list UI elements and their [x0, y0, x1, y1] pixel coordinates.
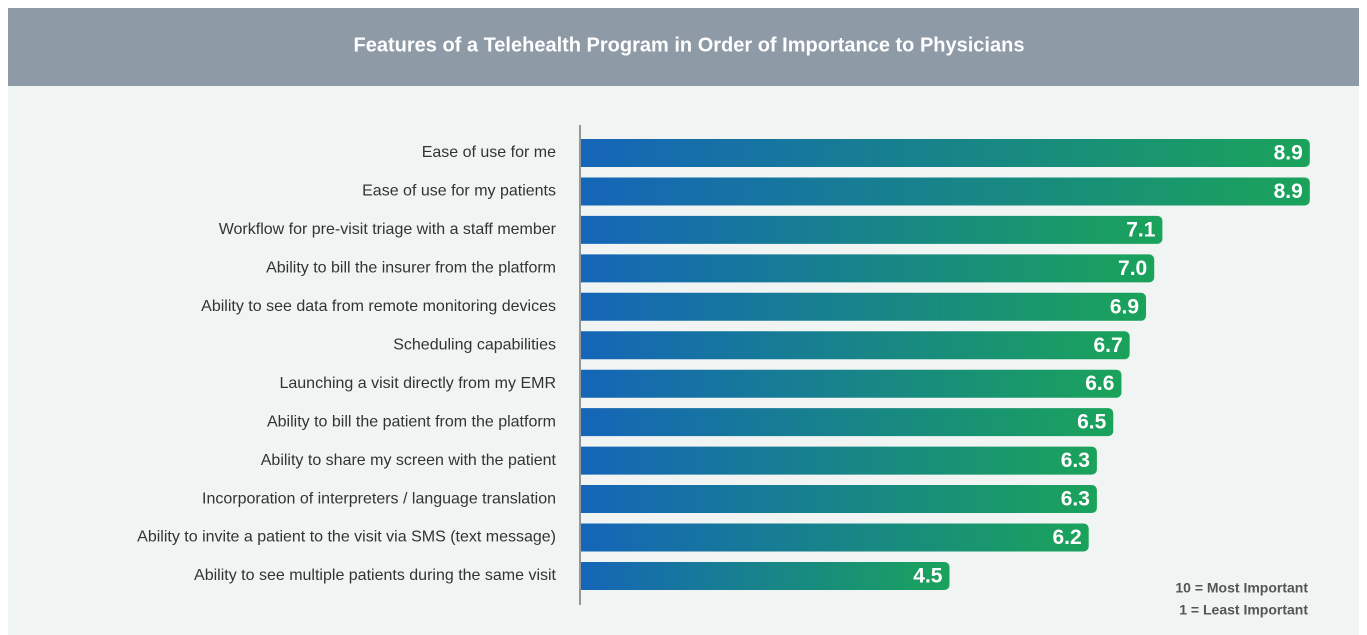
category-label: Ability to invite a patient to the visit… — [137, 529, 556, 546]
category-label: Ability to bill the patient from the pla… — [267, 413, 556, 430]
category-label: Scheduling capabilities — [393, 336, 556, 353]
category-label: Incorporation of interpreters / language… — [202, 490, 556, 507]
value-label: 8.9 — [1274, 142, 1303, 165]
category-label: Ability to share my screen with the pati… — [261, 452, 557, 469]
header — [8, 8, 1359, 86]
category-label: Ability to bill the insurer from the pla… — [266, 260, 556, 277]
note: 1 = Least Important — [1179, 602, 1308, 618]
value-label: 6.6 — [1085, 372, 1114, 395]
value-label: 6.7 — [1093, 334, 1122, 357]
bar — [581, 485, 1097, 514]
value-label: 6.5 — [1077, 411, 1107, 434]
chart-title: Features of a Telehealth Program in Orde… — [354, 34, 1025, 56]
value-label: 6.3 — [1061, 488, 1090, 511]
bar — [581, 292, 1147, 321]
category-label: Ability to see multiple patients during … — [194, 567, 557, 584]
value-label: 4.5 — [913, 564, 943, 587]
category-label: Ability to see data from remote monitori… — [201, 298, 556, 315]
value-label: 7.1 — [1126, 218, 1156, 241]
bar — [580, 177, 1310, 206]
category-label: Ease of use for me — [422, 144, 556, 161]
bar — [580, 254, 1155, 283]
bar — [581, 561, 950, 590]
category-label: Workflow for pre-visit triage with a sta… — [219, 221, 557, 238]
category-label: Launching a visit directly from my EMR — [279, 375, 556, 392]
value-label: 6.2 — [1053, 526, 1082, 549]
category-label: Ease of use for my patients — [362, 183, 556, 200]
bar — [581, 215, 1163, 244]
value-label: 7.0 — [1118, 257, 1147, 280]
bar — [581, 369, 1122, 398]
bar — [581, 446, 1097, 475]
value-label: 8.9 — [1274, 180, 1303, 203]
value-label: 6.3 — [1061, 449, 1090, 472]
bar — [581, 523, 1089, 552]
note: 10 = Most Important — [1175, 580, 1308, 596]
value-label: 6.9 — [1110, 295, 1139, 318]
bar — [581, 408, 1114, 437]
bar — [580, 139, 1310, 167]
bar — [580, 331, 1130, 360]
